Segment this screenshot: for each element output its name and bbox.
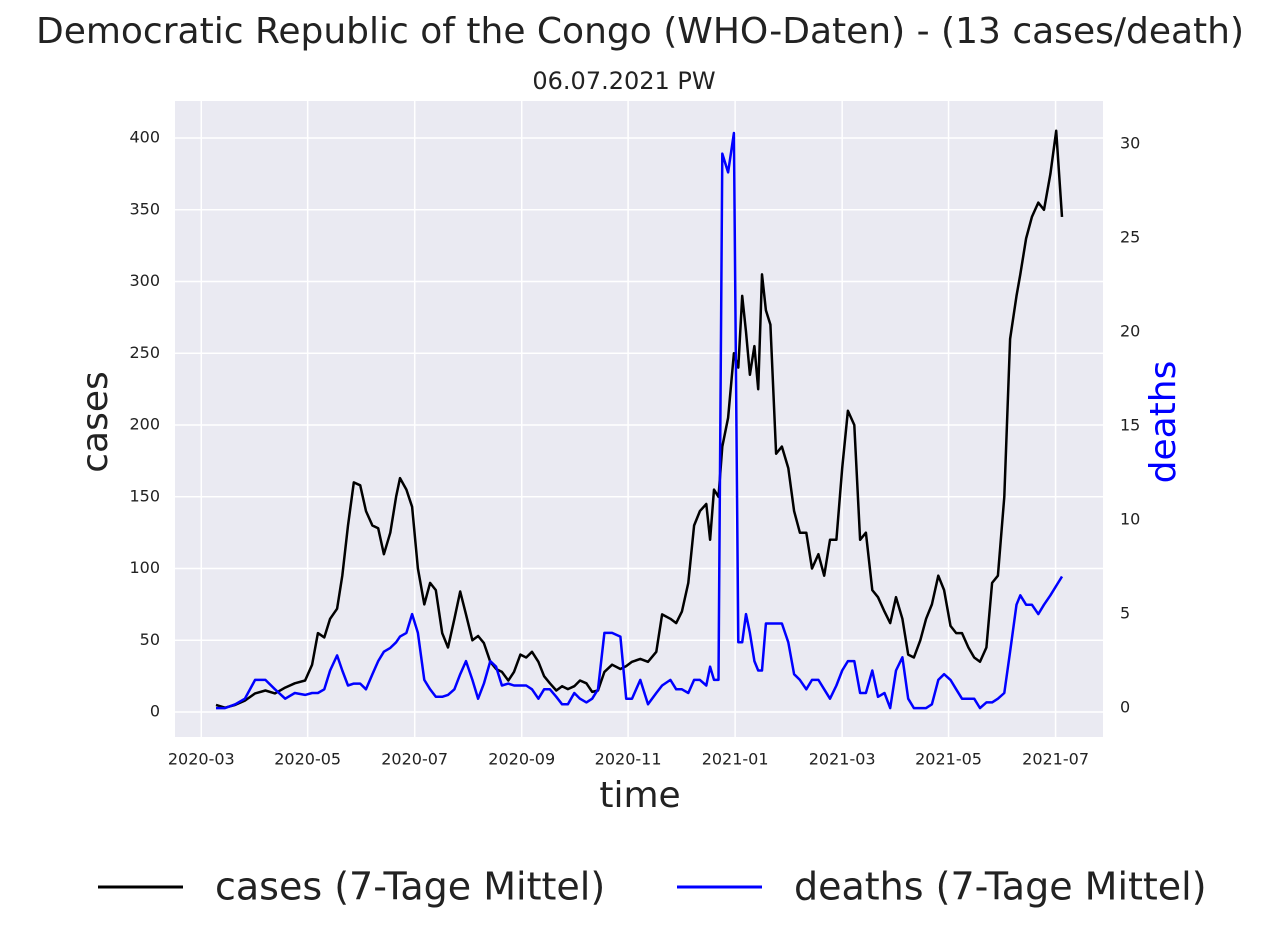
x-tick-label: 2021-07 [1022, 750, 1089, 769]
y2-tick-label: 15 [1120, 416, 1140, 435]
y2-tick-label: 25 [1120, 228, 1140, 247]
x-tick-label: 2021-05 [915, 750, 982, 769]
x-tick-label: 2021-03 [809, 750, 876, 769]
legend-label: deaths (7-Tage Mittel) [794, 865, 1207, 909]
x-tick-label: 2020-09 [488, 750, 555, 769]
legend-label: cases (7-Tage Mittel) [215, 865, 605, 909]
x-tick-label: 2020-03 [168, 750, 235, 769]
y-tick-label: 400 [129, 128, 160, 147]
x-tick-label: 2021-01 [702, 750, 769, 769]
y2-tick-label: 5 [1120, 604, 1130, 623]
y-tick-label: 0 [150, 702, 160, 721]
y2-tick-label: 0 [1120, 698, 1130, 717]
y-tick-label: 300 [129, 271, 160, 290]
y-tick-label: 150 [129, 486, 160, 505]
y-axis-label: cases [75, 371, 116, 473]
y-tick-label: 350 [129, 199, 160, 218]
x-tick-label: 2020-11 [595, 750, 662, 769]
y-tick-label: 50 [140, 630, 160, 649]
y2-tick-label: 30 [1120, 134, 1140, 153]
x-tick-label: 2020-05 [274, 750, 341, 769]
plot-area [175, 101, 1103, 737]
y-tick-label: 100 [129, 558, 160, 577]
series-line [215, 129, 1064, 709]
x-tick-label: 2020-07 [381, 750, 448, 769]
y2-axis-label: deaths [1143, 361, 1184, 484]
y-tick-label: 200 [129, 415, 160, 434]
series-line [216, 131, 1064, 710]
y-tick-label: 250 [129, 343, 160, 362]
x-axis-label: time [599, 775, 680, 816]
chart-title: Democratic Republic of the Congo (WHO-Da… [36, 11, 1244, 52]
chart-subtitle: 06.07.2021 PW [532, 67, 715, 95]
y2-tick-label: 20 [1120, 322, 1140, 341]
y2-tick-label: 10 [1120, 510, 1140, 529]
